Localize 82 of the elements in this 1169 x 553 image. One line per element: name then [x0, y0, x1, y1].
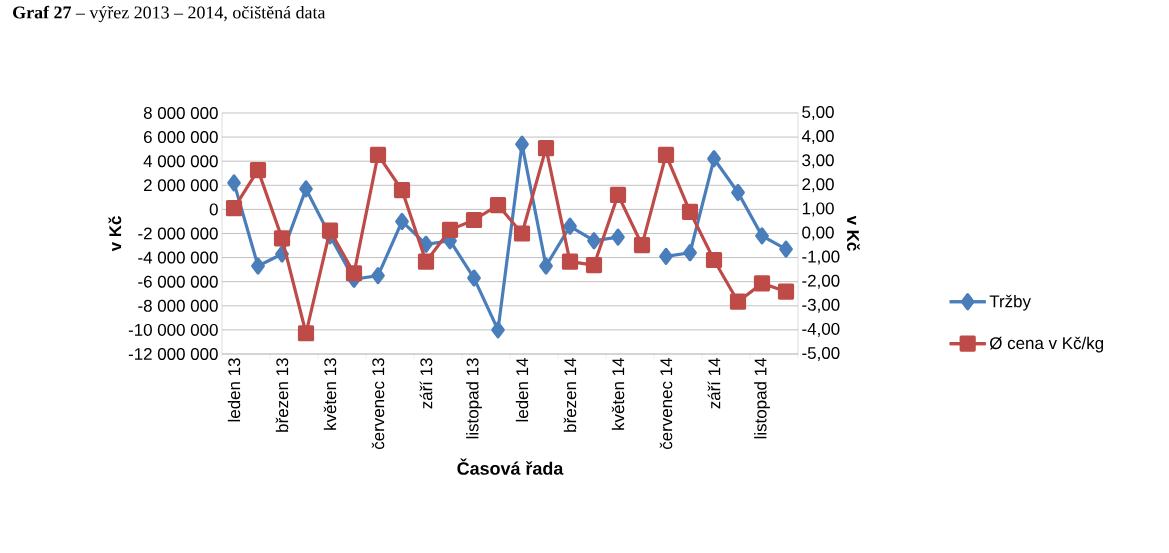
x-tick-label: listopad 13 — [466, 358, 482, 439]
y-tick-label: 4 000 000 — [143, 155, 218, 168]
point — [227, 174, 241, 192]
x-tick-label: květen 13 — [323, 358, 337, 430]
x-tick-label: leden 13 — [227, 358, 241, 422]
y-axis-title: v Kč — [108, 216, 122, 252]
point — [537, 140, 555, 157]
point — [419, 235, 433, 253]
y2-tick-label: 1,00 — [802, 202, 834, 217]
x-tick-label: září 14 — [707, 358, 721, 409]
y-tick-label: -2 000 000 — [138, 227, 218, 240]
point — [731, 183, 745, 202]
point — [659, 247, 673, 265]
point — [705, 251, 723, 269]
point — [753, 275, 771, 292]
point — [729, 293, 747, 310]
point — [563, 217, 577, 235]
x-tick-label: březen 14 — [563, 358, 577, 432]
point — [609, 186, 627, 204]
y2-tick-label: -1,00 — [802, 250, 840, 265]
point — [345, 265, 363, 282]
point — [777, 283, 795, 300]
point — [585, 256, 603, 274]
point — [707, 150, 721, 168]
y2-tick-label: -2,00 — [802, 274, 840, 289]
y2-tick-label: -5,00 — [802, 346, 840, 361]
y-tick-label: -8 000 000 — [138, 299, 218, 312]
x-axis-title: Časová řada — [457, 458, 564, 475]
point — [465, 211, 483, 229]
point — [491, 321, 505, 339]
point — [681, 203, 699, 220]
x-tick-label: listopad 14 — [754, 358, 770, 439]
chart-title: Graf 27 – výřez 2013 – 2014, očištěná data — [13, 5, 326, 23]
point — [417, 253, 435, 270]
point — [273, 230, 291, 247]
point — [467, 269, 481, 287]
y2-tick-label: -4,00 — [802, 322, 840, 337]
point — [297, 325, 315, 342]
point — [299, 180, 313, 198]
point — [683, 244, 697, 262]
x-tick-label: březen 13 — [275, 358, 289, 432]
point — [633, 236, 651, 254]
y-tick-label: -10 000 000 — [128, 323, 218, 336]
x-tick-label: září 13 — [419, 358, 433, 409]
legend-label: Tržby — [989, 294, 1031, 311]
x-tick-label: červenec 13 — [371, 358, 385, 450]
point — [561, 253, 579, 270]
y2-tick-label: 5,00 — [802, 105, 834, 120]
point — [587, 232, 601, 250]
point — [371, 267, 385, 285]
y2-axis-title: v Kč — [846, 215, 860, 251]
point — [395, 212, 409, 231]
y-tick-label: -12 000 000 — [128, 347, 218, 360]
y2-tick-label: 3,00 — [802, 154, 834, 169]
point — [225, 200, 243, 217]
point — [755, 227, 769, 245]
point — [249, 162, 267, 179]
point — [539, 257, 553, 275]
legend-label: Ø cena v Kč/kg — [989, 336, 1104, 353]
point — [611, 228, 625, 246]
x-tick-label: červenec 14 — [659, 358, 673, 450]
point — [657, 146, 675, 164]
y2-tick-label: 2,00 — [802, 178, 834, 193]
point — [779, 240, 793, 258]
point — [515, 135, 529, 153]
point — [441, 221, 459, 238]
y2-tick-label: 4,00 — [801, 130, 834, 145]
y-tick-label: 2 000 000 — [144, 179, 218, 192]
y-tick-label: -6 000 000 — [138, 275, 218, 288]
y-tick-label: 0 — [209, 203, 218, 216]
point — [369, 146, 387, 164]
point — [489, 196, 507, 214]
x-tick-label: květen 14 — [611, 358, 625, 430]
y-tick-label: -4 000 000 — [138, 251, 218, 264]
y-tick-label: 8 000 000 — [143, 106, 218, 119]
y2-tick-label: -3,00 — [802, 298, 840, 313]
point — [513, 225, 531, 242]
x-tick-label: leden 14 — [515, 358, 529, 422]
point — [251, 257, 265, 275]
point — [393, 182, 411, 199]
y2-tick-label: 0,00 — [802, 226, 834, 241]
y-tick-label: 6 000 000 — [144, 131, 218, 144]
